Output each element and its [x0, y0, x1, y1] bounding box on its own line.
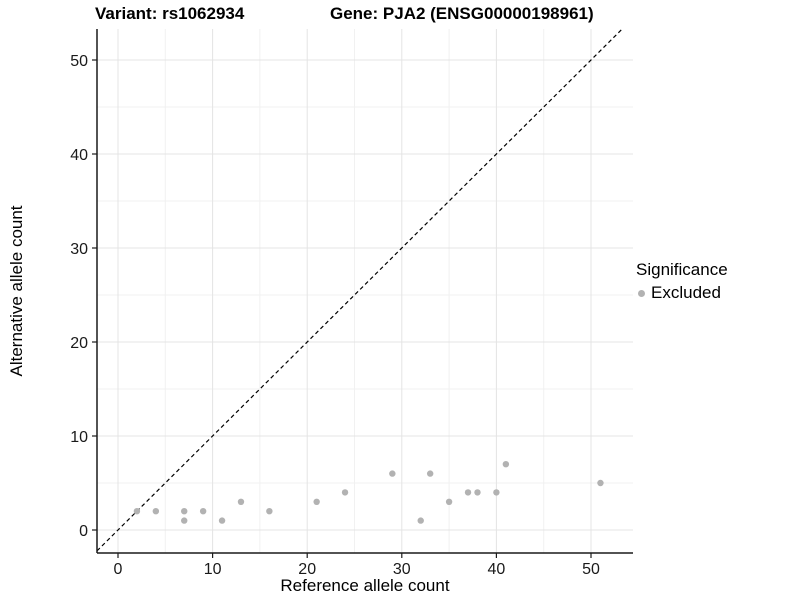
- variant-title: Variant: rs1062934: [95, 4, 245, 23]
- y-tick-label: 0: [79, 523, 88, 540]
- data-point: [474, 489, 481, 496]
- legend-item-excluded: Excluded: [636, 283, 728, 303]
- data-point: [493, 489, 500, 496]
- data-point: [426, 470, 434, 477]
- data-point: [417, 517, 424, 524]
- data-point: [181, 508, 188, 515]
- data-point: [133, 508, 141, 515]
- x-tick-label: 10: [204, 561, 222, 578]
- data-point: [199, 508, 207, 515]
- data-point: [237, 498, 245, 505]
- legend-point-icon: [638, 289, 645, 297]
- x-tick-label: 30: [393, 561, 411, 578]
- x-tick-label: 20: [298, 561, 316, 578]
- x-tick-label: 50: [582, 561, 600, 578]
- gene-title: Gene: PJA2 (ENSG00000198961): [330, 4, 594, 23]
- x-axis-title: Reference allele count: [280, 576, 449, 595]
- plot-title: Variant: rs1062934 Gene: PJA2 (ENSG00000…: [0, 4, 800, 26]
- legend: Significance Excluded: [636, 260, 728, 303]
- data-point: [464, 489, 472, 496]
- y-tick-label: 40: [70, 147, 88, 164]
- data-point: [341, 489, 349, 496]
- x-tick-label: 0: [114, 561, 123, 578]
- x-tick-label: 40: [488, 561, 506, 578]
- y-tick-label: 50: [70, 53, 88, 70]
- data-point: [313, 498, 320, 505]
- data-point: [445, 498, 453, 505]
- data-point: [597, 479, 604, 487]
- legend-title: Significance: [636, 260, 728, 279]
- y-axis-title: Alternative allele count: [7, 205, 26, 376]
- data-point: [152, 508, 160, 515]
- y-tick-label: 30: [70, 241, 88, 258]
- data-point: [266, 508, 273, 515]
- data-point: [389, 470, 396, 477]
- data-point: [218, 517, 226, 524]
- legend-item-label: Excluded: [651, 283, 721, 302]
- y-tick-label: 20: [70, 335, 88, 352]
- data-point: [181, 517, 188, 524]
- identity-line: [96, 28, 623, 552]
- y-tick-label: 10: [70, 429, 88, 446]
- data-point: [502, 461, 510, 468]
